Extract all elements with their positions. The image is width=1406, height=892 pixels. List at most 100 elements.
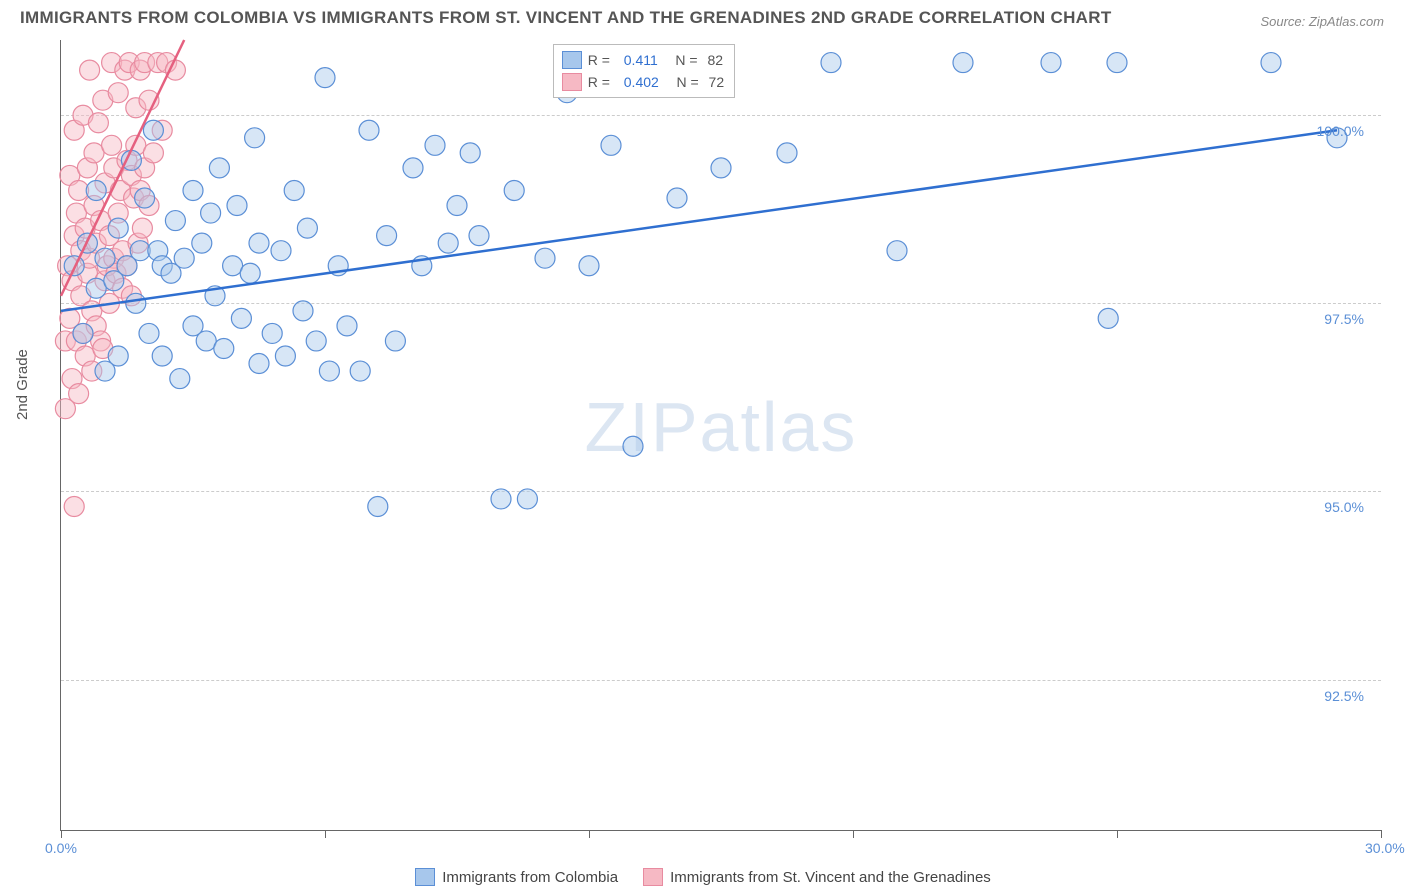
data-point-colombia — [447, 196, 467, 216]
legend-top-row-colombia: R = 0.411 N = 82 — [562, 49, 724, 71]
data-point-colombia — [240, 263, 260, 283]
data-point-stvincent — [132, 218, 152, 238]
data-point-colombia — [73, 323, 93, 343]
x-tick-label: 0.0% — [45, 840, 77, 856]
y-tick-label: 97.5% — [1304, 311, 1364, 327]
data-point-colombia — [275, 346, 295, 366]
data-point-stvincent — [80, 60, 100, 80]
data-point-colombia — [227, 196, 247, 216]
x-tick-mark — [589, 830, 590, 838]
data-point-colombia — [209, 158, 229, 178]
legend-r-label: R = — [588, 74, 618, 90]
data-point-colombia — [249, 354, 269, 374]
data-point-colombia — [623, 436, 643, 456]
data-point-colombia — [504, 180, 524, 200]
data-point-colombia — [231, 308, 251, 328]
legend-r-label: R = — [588, 52, 618, 68]
data-point-colombia — [350, 361, 370, 381]
data-point-colombia — [126, 293, 146, 313]
data-point-colombia — [403, 158, 423, 178]
legend-n-value: 82 — [708, 52, 724, 68]
y-axis-label: 2nd Grade — [14, 349, 31, 420]
data-point-colombia — [425, 135, 445, 155]
data-point-colombia — [152, 346, 172, 366]
data-point-colombia — [517, 489, 537, 509]
y-tick-label: 92.5% — [1304, 688, 1364, 704]
data-point-colombia — [95, 248, 115, 268]
data-point-stvincent — [88, 113, 108, 133]
trend-line-colombia — [61, 130, 1337, 311]
legend-label-colombia: Immigrants from Colombia — [442, 869, 618, 886]
data-point-colombia — [1107, 53, 1127, 73]
legend-top-swatch — [562, 51, 582, 69]
data-point-colombia — [139, 323, 159, 343]
data-point-colombia — [535, 248, 555, 268]
swatch-colombia — [415, 868, 435, 886]
data-point-colombia — [319, 361, 339, 381]
data-point-colombia — [121, 150, 141, 170]
data-point-colombia — [1041, 53, 1061, 73]
data-point-colombia — [385, 331, 405, 351]
source-attribution: Source: ZipAtlas.com — [1260, 14, 1384, 29]
legend-top: R = 0.411 N = 82R = 0.402 N = 72 — [553, 44, 735, 98]
data-point-colombia — [174, 248, 194, 268]
data-point-colombia — [368, 496, 388, 516]
x-tick-mark — [853, 830, 854, 838]
data-point-colombia — [86, 278, 106, 298]
chart-title: IMMIGRANTS FROM COLOMBIA VS IMMIGRANTS F… — [20, 8, 1112, 28]
data-point-stvincent — [64, 496, 84, 516]
data-point-colombia — [249, 233, 269, 253]
legend-r-value: 0.402 — [624, 74, 659, 90]
swatch-stvincent — [643, 868, 663, 886]
data-point-colombia — [262, 323, 282, 343]
x-tick-mark — [325, 830, 326, 838]
data-point-colombia — [491, 489, 511, 509]
x-tick-mark — [61, 830, 62, 838]
data-point-colombia — [1098, 308, 1118, 328]
legend-top-swatch — [562, 73, 582, 91]
data-point-colombia — [130, 241, 150, 261]
legend-r-value: 0.411 — [624, 52, 658, 68]
y-tick-label: 100.0% — [1304, 123, 1364, 139]
data-point-stvincent — [69, 180, 89, 200]
data-point-stvincent — [84, 143, 104, 163]
data-point-colombia — [108, 218, 128, 238]
data-point-colombia — [711, 158, 731, 178]
legend-item-colombia: Immigrants from Colombia — [415, 868, 618, 886]
data-point-colombia — [170, 369, 190, 389]
data-point-colombia — [377, 226, 397, 246]
y-tick-label: 95.0% — [1304, 499, 1364, 515]
x-tick-mark — [1381, 830, 1382, 838]
data-point-colombia — [306, 331, 326, 351]
data-point-colombia — [601, 135, 621, 155]
data-point-stvincent — [143, 143, 163, 163]
legend-item-stvincent: Immigrants from St. Vincent and the Gren… — [643, 868, 991, 886]
data-point-colombia — [245, 128, 265, 148]
plot-area: ZIPatlas — [60, 40, 1381, 831]
data-point-colombia — [271, 241, 291, 261]
data-point-colombia — [359, 120, 379, 140]
data-point-stvincent — [108, 83, 128, 103]
data-point-colombia — [297, 218, 317, 238]
data-point-colombia — [315, 68, 335, 88]
data-point-colombia — [86, 180, 106, 200]
legend-top-row-stvincent: R = 0.402 N = 72 — [562, 71, 724, 93]
data-point-colombia — [135, 188, 155, 208]
data-point-colombia — [214, 338, 234, 358]
legend-n-label: N = — [665, 74, 703, 90]
data-point-colombia — [108, 346, 128, 366]
data-point-colombia — [579, 256, 599, 276]
data-point-colombia — [1261, 53, 1281, 73]
data-point-colombia — [201, 203, 221, 223]
legend-n-value: 72 — [709, 74, 725, 90]
data-point-colombia — [223, 256, 243, 276]
data-point-colombia — [293, 301, 313, 321]
legend-bottom: Immigrants from Colombia Immigrants from… — [0, 868, 1406, 886]
legend-label-stvincent: Immigrants from St. Vincent and the Gren… — [670, 869, 991, 886]
data-point-colombia — [667, 188, 687, 208]
chart-svg — [61, 40, 1381, 830]
data-point-colombia — [953, 53, 973, 73]
data-point-colombia — [192, 233, 212, 253]
data-point-colombia — [183, 180, 203, 200]
data-point-colombia — [196, 331, 216, 351]
